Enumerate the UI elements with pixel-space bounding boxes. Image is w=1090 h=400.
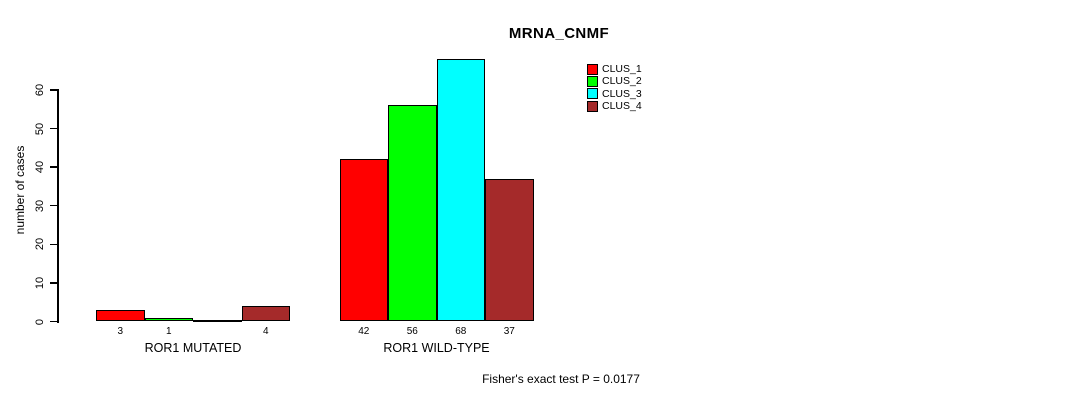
y-axis-line xyxy=(57,90,59,323)
y-tick-label: 50 xyxy=(34,122,46,135)
legend-label: CLUS_3 xyxy=(602,87,642,100)
y-axis-tick xyxy=(50,166,59,168)
legend-swatch-clus_1 xyxy=(587,63,598,75)
bar-clus_3-mutated xyxy=(193,320,242,322)
y-axis-label: number of cases xyxy=(13,145,27,235)
bar-value-label: 37 xyxy=(503,326,515,337)
bar-value-label: 1 xyxy=(165,326,172,337)
y-tick-label: 30 xyxy=(34,199,46,212)
legend: CLUS_1 CLUS_2 CLUS_3 CLUS_4 xyxy=(587,63,642,112)
legend-label: CLUS_1 xyxy=(602,63,642,76)
bar-clus_4-wild-type xyxy=(485,178,534,322)
y-axis-tick xyxy=(50,127,59,130)
y-tick-label: 10 xyxy=(34,276,46,290)
bar-value-label: 68 xyxy=(455,326,467,337)
bar-clus_4-mutated xyxy=(241,306,290,322)
bar-clus_2-wild-type xyxy=(388,105,437,322)
bar-value-label: 56 xyxy=(406,326,418,337)
bar-clus_1-wild-type xyxy=(339,159,388,322)
legend-row: CLUS_3 xyxy=(587,88,642,100)
legend-row: CLUS_4 xyxy=(587,100,642,112)
y-axis-tick xyxy=(50,204,59,207)
bar-value-label: 42 xyxy=(358,326,370,337)
chart-title: MRNA_CNMF xyxy=(508,25,610,42)
y-tick-label: 20 xyxy=(34,238,46,251)
legend-label: CLUS_4 xyxy=(602,100,642,113)
y-axis-tick xyxy=(50,282,59,284)
bar-value-label: 4 xyxy=(262,326,269,337)
legend-swatch-clus_3 xyxy=(587,88,598,100)
bar-value-label: 3 xyxy=(117,326,124,337)
fisher-test-annotation: Fisher's exact test P = 0.0177 xyxy=(482,372,640,386)
y-axis-tick xyxy=(50,320,59,323)
legend-row: CLUS_1 xyxy=(587,63,642,75)
legend-label: CLUS_2 xyxy=(602,75,642,88)
y-tick-label: 40 xyxy=(34,160,46,174)
bar-clus_2-mutated xyxy=(144,317,193,322)
category-label: ROR1 MUTATED xyxy=(144,341,242,355)
legend-row: CLUS_2 xyxy=(587,75,642,87)
bar-clus_3-wild-type xyxy=(436,59,485,322)
bar-clus_1-mutated xyxy=(96,309,145,322)
y-tick-label: 60 xyxy=(34,83,46,97)
y-tick-label: 0 xyxy=(34,318,46,325)
y-axis-tick xyxy=(50,89,59,91)
category-label: ROR1 WILD-TYPE xyxy=(383,341,490,355)
y-axis-tick xyxy=(50,243,59,246)
legend-swatch-clus_2 xyxy=(587,75,598,87)
legend-swatch-clus_4 xyxy=(587,100,598,112)
